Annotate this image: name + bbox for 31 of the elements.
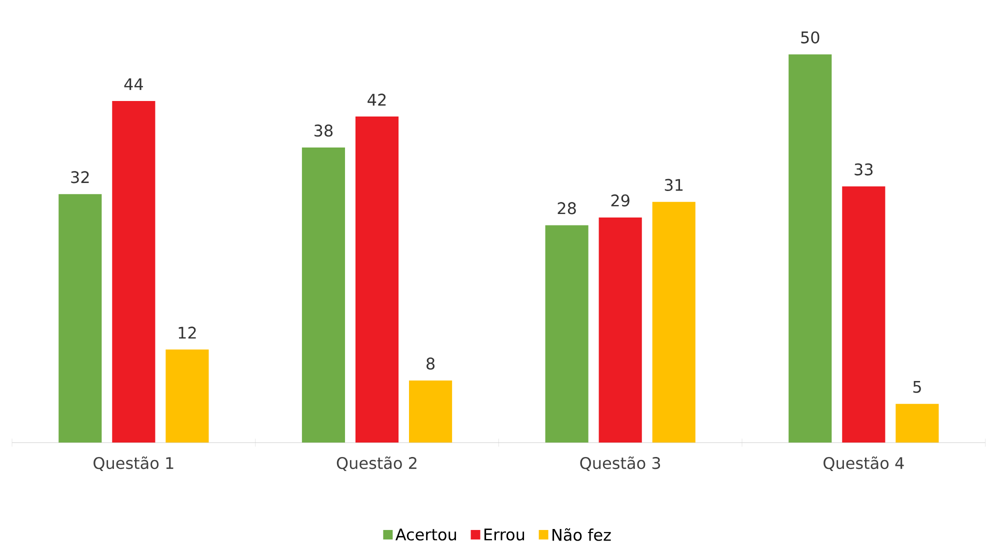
bar: [788, 54, 832, 443]
bar: [896, 404, 939, 443]
data-label: 5: [913, 381, 921, 394]
x-tick-label: Questão 2: [336, 456, 416, 472]
bar: [545, 225, 588, 443]
bar: [598, 218, 642, 443]
data-label: 31: [664, 179, 683, 192]
legend-label: Errou: [484, 528, 524, 541]
bar: [409, 380, 452, 443]
bar: [166, 350, 209, 443]
data-label: 32: [71, 171, 89, 184]
x-tick-label: Questão 3: [580, 456, 660, 472]
bar: [842, 186, 886, 443]
data-label: 38: [314, 124, 333, 137]
data-label: 50: [801, 32, 820, 44]
data-label: 8: [426, 358, 435, 370]
x-tick-label: Questão 4: [824, 456, 904, 472]
data-label: 28: [558, 202, 576, 214]
data-label: 44: [124, 78, 143, 90]
bar: [58, 194, 102, 443]
x-tick-label: Questão 1: [94, 456, 174, 472]
data-label: 12: [178, 326, 196, 339]
bar: [652, 202, 696, 443]
data-label: 42: [368, 94, 386, 106]
bar: [355, 116, 399, 443]
data-label: 33: [854, 164, 873, 176]
bar: [302, 148, 346, 443]
data-label: 29: [611, 194, 630, 207]
bar: [112, 101, 156, 443]
legend-label: Acertou: [395, 528, 456, 541]
legend-label: Não fez: [552, 528, 611, 542]
